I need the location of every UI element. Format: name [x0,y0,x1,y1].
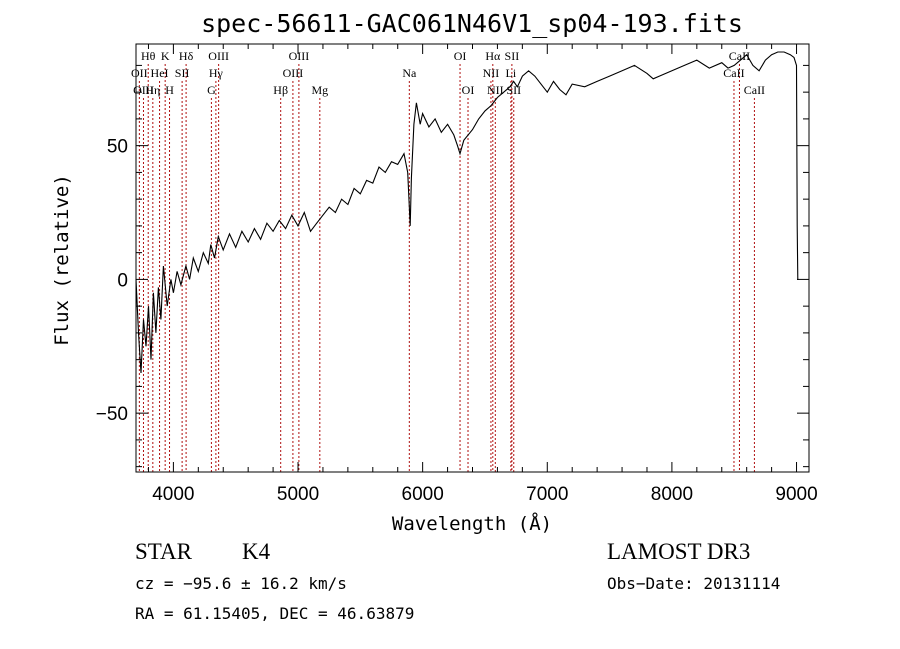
x-axis-label: Wavelength (Å) [392,512,552,535]
object-subclass: K4 [242,539,271,564]
line-label-24: SII [506,83,521,97]
line-label-21: NII [483,66,500,80]
line-label-11: G [207,83,216,97]
plot-frame [135,43,810,473]
y-tick-label-0: −50 [96,404,128,425]
line-label-1: OII [131,66,148,80]
line-label-26: CaII [723,66,744,80]
redshift-cz: cz = −95.6 ± 16.2 km/s [135,574,347,593]
x-tick-label-3: 7000 [526,484,568,505]
observation-date: Obs−Date: 20131114 [607,574,780,593]
line-label-5: H [165,83,174,97]
line-label-25: CaII [729,49,750,63]
line-label-17: OI [454,49,467,63]
line-label-20: SII [505,49,520,63]
x-axis-ticks: 4000 5000 6000 7000 8000 9000 [147,44,818,505]
line-label-6: HeI [151,66,169,80]
spectrum-line [135,51,799,374]
y-axis-ticks: −50 0 50 [96,64,809,468]
line-label-19: Hα [485,49,501,63]
x-tick-label-1: 5000 [277,484,319,505]
line-label-10: Hγ [209,66,224,80]
line-label-18: OI [462,83,475,97]
x-tick-label-5: 9000 [775,484,817,505]
x-tick-label-0: 4000 [152,484,194,505]
line-label-9: OIII [208,49,229,63]
line-label-16: Na [402,66,417,80]
line-label-14: Hβ [273,83,288,97]
line-label-13: OIII [283,66,304,80]
y-axis-label: Flux (relative) [51,174,73,346]
survey-name: LAMOST DR3 [607,539,750,564]
line-label-0: Hθ [141,49,156,63]
line-label-23: Li [506,66,517,80]
line-label-15: Mg [311,83,328,97]
line-label-2: OIII [133,83,154,97]
line-label-12: OIII [289,49,310,63]
line-label-27: CaII [744,83,765,97]
x-tick-label-2: 6000 [402,484,444,505]
line-label-4: K [161,49,170,63]
line-label-3: Hη [145,83,160,97]
y-tick-label-1: 0 [117,270,128,291]
object-class: STAR [135,539,193,564]
coordinates: RA = 61.15405, DEC = 46.63879 [135,604,414,623]
line-label-7: SII [175,66,190,80]
line-label-8: Hδ [179,49,194,63]
line-label-22: NII [487,83,504,97]
y-tick-label-2: 50 [107,137,128,158]
x-tick-label-4: 8000 [651,484,693,505]
chart-title: spec-56611-GAC061N46V1_sp04-193.fits [201,9,743,38]
